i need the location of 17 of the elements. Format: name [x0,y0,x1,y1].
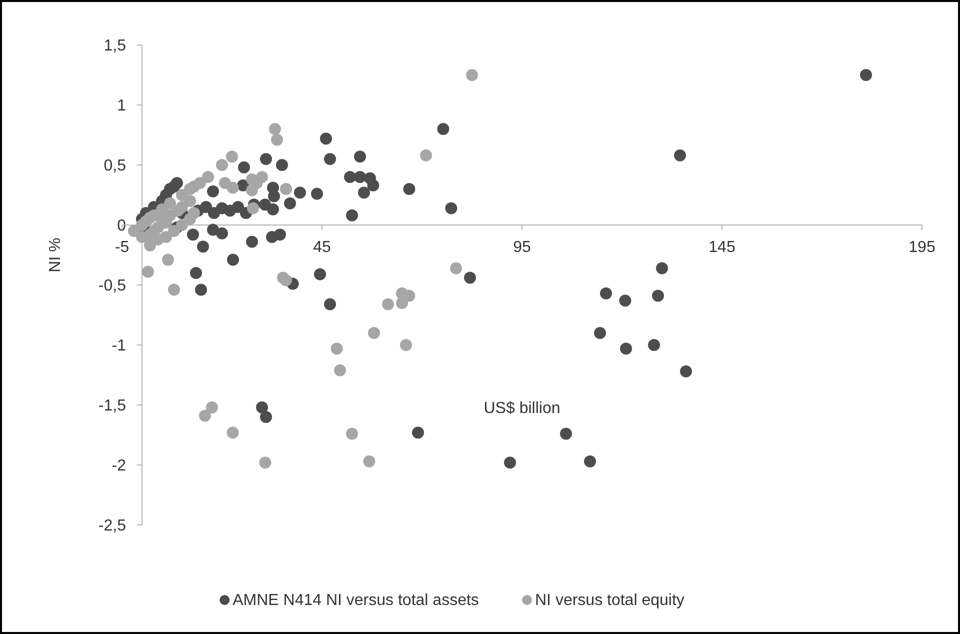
y-tick-label: 1 [117,98,126,115]
x-tick-label: 45 [313,239,331,256]
y-tick-label: 1,5 [104,38,126,55]
x-tick-label: 145 [708,239,736,256]
y-tick-label: -2 [112,458,126,475]
x-tick-label: -5 [114,239,130,256]
y-tick-label: -2,5 [98,518,126,535]
y-tick-label: -1 [112,338,126,355]
x-axis-title: US$ billion [484,400,560,417]
x-tick-label: 95 [513,239,531,256]
legend-label: AMNE N414 NI versus total assets [232,592,479,609]
y-tick-label: 0,5 [104,158,126,175]
legend-label: NI versus total equity [535,592,684,609]
y-axis-title: NI % [47,238,64,272]
x-tick-label: 195 [908,239,936,256]
y-tick-label: -0,5 [98,278,126,295]
y-tick-label: -1,5 [98,398,126,415]
